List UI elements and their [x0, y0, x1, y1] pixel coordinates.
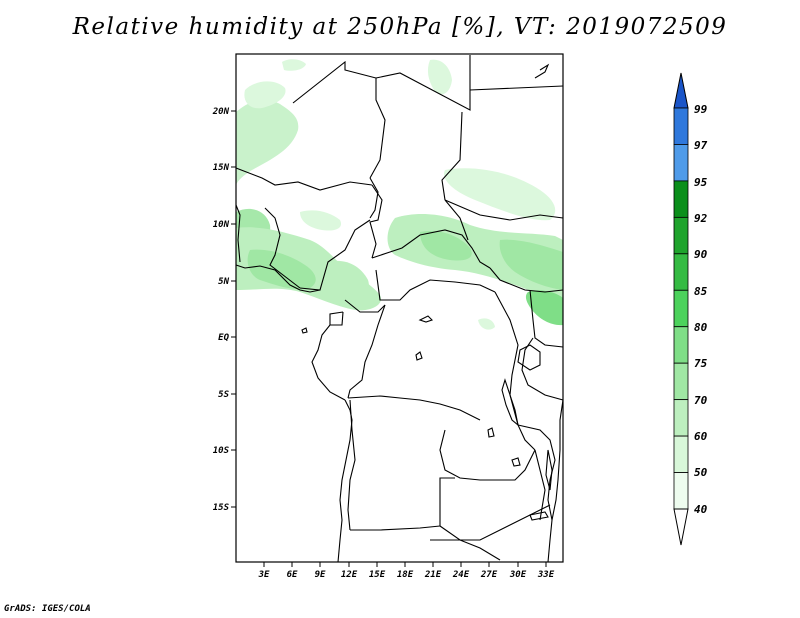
colorbar-label: 97 — [694, 139, 708, 152]
country-borders — [235, 55, 564, 563]
lon-label: 3E — [258, 570, 270, 580]
humidity-patch-nw — [236, 99, 299, 185]
lat-label: 20N — [212, 107, 230, 117]
colorbar-label: 90 — [694, 248, 708, 261]
colorbar: 99 97 95 92 90 85 80 75 70 60 50 40 — [673, 72, 708, 546]
lon-label: 27E — [480, 570, 498, 580]
lon-label: 18E — [397, 570, 414, 580]
latitude-labels: 20N 15N 10N 5N EQ 5S 10S 15S — [212, 107, 230, 513]
humidity-patch-guinea-inner — [247, 249, 316, 290]
colorbar-swatches — [673, 107, 689, 510]
colorbar-swatch — [673, 435, 689, 473]
humidity-patch-uganda — [525, 290, 563, 326]
humidity-field — [236, 59, 563, 330]
lon-label: 12E — [341, 570, 358, 580]
humidity-patch-cameroon — [326, 260, 369, 299]
lat-label: 5N — [218, 277, 229, 287]
humidity-patch-central-inner — [420, 230, 472, 261]
colorbar-swatch — [673, 144, 689, 182]
colorbar-swatch — [673, 289, 689, 328]
map-title: Relative humidity at 250hPa [%], VT: 201… — [72, 14, 728, 40]
humidity-patch-nw-top — [244, 81, 286, 109]
humidity-patch-congo-spot — [478, 318, 495, 330]
colorbar-swatch — [673, 107, 689, 145]
humidity-patch-ne-top — [427, 59, 452, 95]
colorbar-label: 85 — [694, 285, 708, 298]
colorbar-swatch — [673, 326, 689, 364]
lat-label: 10N — [213, 220, 230, 230]
colorbar-label: 70 — [694, 394, 708, 407]
humidity-patch-east — [499, 239, 563, 290]
humidity-patch-sudan-ne — [444, 168, 556, 221]
colorbar-swatch — [673, 180, 689, 218]
lat-label: 15N — [213, 163, 230, 173]
colorbar-label: 40 — [694, 503, 708, 516]
colorbar-swatch — [673, 253, 689, 291]
axis-ticks — [231, 110, 547, 567]
credit-text: GrADS: IGES/COLA — [4, 604, 91, 614]
lon-label: 21E — [424, 570, 442, 580]
humidity-patch-nigeria — [300, 210, 342, 231]
lat-label: 15S — [213, 503, 230, 513]
lon-label: 6E — [287, 570, 298, 580]
lon-label: 9E — [315, 570, 326, 580]
colorbar-label: 60 — [694, 430, 708, 443]
colorbar-swatch — [673, 399, 689, 437]
map-frame — [235, 53, 564, 563]
lat-label: EQ — [218, 333, 229, 343]
humidity-patch-n — [282, 59, 306, 71]
lon-label: 30E — [509, 570, 527, 580]
colorbar-bottom-arrow — [673, 508, 689, 546]
lon-label: 33E — [537, 570, 555, 580]
colorbar-label: 95 — [694, 176, 708, 189]
colorbar-swatch — [673, 216, 689, 255]
lon-label: 15E — [369, 570, 386, 580]
colorbar-label: 99 — [694, 103, 708, 116]
longitude-labels: 3E 6E 9E 12E 15E 18E 21E 24E 27E 30E 33E — [258, 570, 555, 580]
colorbar-label: 75 — [694, 357, 708, 370]
colorbar-swatch — [673, 472, 689, 510]
lat-label: 5S — [218, 390, 229, 400]
lon-label: 24E — [452, 570, 470, 580]
colorbar-label: 50 — [694, 466, 708, 479]
colorbar-label: 80 — [694, 321, 708, 334]
colorbar-label: 92 — [694, 212, 708, 225]
colorbar-swatch — [673, 362, 689, 401]
colorbar-labels: 99 97 95 92 90 85 80 75 70 60 50 40 — [694, 103, 708, 516]
lat-label: 10S — [213, 446, 230, 456]
colorbar-top-arrow — [673, 72, 689, 109]
